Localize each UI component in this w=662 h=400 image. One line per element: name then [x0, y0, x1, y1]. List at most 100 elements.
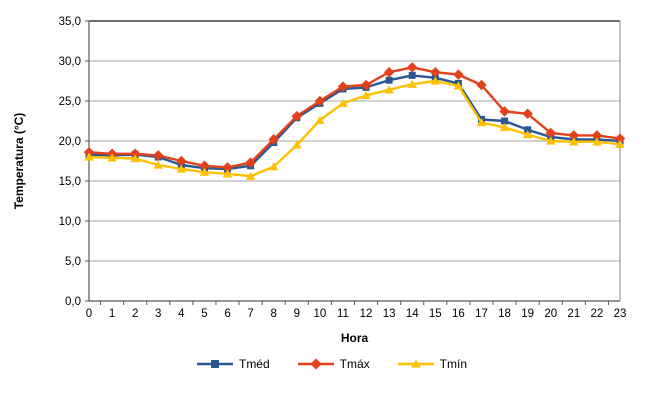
data-point-marker[interactable]	[153, 160, 164, 169]
series-line[interactable]	[88, 79, 621, 178]
data-point-marker[interactable]	[314, 95, 326, 107]
data-point-marker[interactable]	[222, 162, 233, 173]
data-point-marker[interactable]	[153, 150, 164, 161]
data-point-marker[interactable]	[245, 157, 256, 168]
legend-marker-icon	[310, 358, 322, 370]
y-tick-label: 35,0	[59, 16, 81, 28]
x-tick-label: 13	[383, 308, 396, 320]
y-tick-label: 5,0	[65, 256, 81, 268]
data-point-marker[interactable]	[199, 160, 210, 172]
data-point-marker[interactable]	[292, 140, 302, 149]
data-point-marker[interactable]	[176, 164, 187, 173]
x-tick-label: 5	[201, 308, 207, 320]
data-point-marker[interactable]	[545, 127, 556, 139]
x-tick-label: 23	[614, 308, 627, 320]
y-axis-title: Temperatura (°C)	[12, 112, 26, 210]
series-line[interactable]	[88, 74, 621, 171]
x-tick-label: 10	[313, 308, 326, 320]
x-tick-label: 8	[270, 308, 276, 320]
x-tick-label: 11	[337, 308, 349, 320]
data-point-marker[interactable]	[522, 108, 533, 120]
data-point-marker[interactable]	[406, 62, 418, 73]
data-point-marker[interactable]	[130, 154, 140, 163]
data-point-marker[interactable]	[453, 69, 464, 80]
data-point-marker[interactable]	[407, 79, 417, 88]
data-point-marker[interactable]	[268, 134, 279, 145]
x-tick-label: 16	[452, 308, 465, 320]
x-tick-label: 12	[360, 308, 373, 320]
tmin-line-marker-icon	[397, 359, 434, 368]
data-point-marker[interactable]	[361, 91, 371, 100]
x-tick-label: 6	[224, 308, 230, 320]
x-tick-label: 7	[247, 308, 253, 320]
series-line[interactable]	[88, 66, 621, 169]
x-tick-label: 17	[475, 308, 488, 320]
y-tick-label: 10,0	[59, 216, 81, 228]
legend-marker-icon	[210, 360, 219, 368]
x-tick-label: 20	[544, 308, 557, 320]
data-point-marker[interactable]	[222, 169, 233, 178]
legend-label-tmax: Tmáx	[339, 357, 370, 371]
data-point-marker[interactable]	[476, 79, 487, 91]
x-tick-label: 2	[132, 308, 138, 320]
data-point-marker[interactable]	[385, 76, 393, 84]
data-point-marker[interactable]	[408, 71, 416, 79]
data-point-marker[interactable]	[199, 167, 210, 176]
data-point-marker[interactable]	[501, 117, 509, 125]
data-point-marker[interactable]	[524, 126, 532, 134]
legend-entry-tmed[interactable]: Tméd	[195, 357, 270, 371]
data-point-marker[interactable]	[499, 106, 510, 117]
data-point-marker[interactable]	[337, 81, 349, 92]
data-point-marker[interactable]	[499, 123, 510, 132]
data-point-marker[interactable]	[384, 85, 394, 94]
legend-entry-tmin[interactable]: Tmín	[396, 357, 467, 371]
data-point-marker[interactable]	[615, 139, 625, 148]
data-point-marker[interactable]	[592, 137, 602, 146]
data-point-marker[interactable]	[291, 110, 303, 122]
y-tick-label: 20,0	[59, 136, 81, 148]
data-point-marker[interactable]	[107, 153, 117, 162]
x-tick-label: 3	[155, 308, 161, 320]
data-point-marker[interactable]	[614, 133, 626, 144]
data-point-marker[interactable]	[360, 79, 372, 91]
y-tick-label: 15,0	[59, 176, 81, 188]
y-tick-label: 30,0	[59, 56, 81, 68]
data-point-marker[interactable]	[315, 115, 325, 124]
data-point-marker[interactable]	[84, 152, 94, 161]
data-point-marker[interactable]	[430, 66, 441, 78]
x-tick-label: 0	[86, 308, 92, 320]
data-point-marker[interactable]	[245, 171, 256, 180]
legend-entry-tmax[interactable]: Tmáx	[296, 357, 370, 371]
x-tick-label: 21	[567, 308, 580, 320]
series-tmax	[83, 62, 626, 173]
data-point-marker[interactable]	[338, 99, 348, 108]
tmax-line-marker-icon	[297, 358, 334, 370]
tmed-line-marker-icon	[196, 360, 233, 368]
x-tick-label: 14	[406, 308, 419, 320]
data-point-marker[interactable]	[522, 130, 533, 139]
legend-label-tmed: Tméd	[238, 357, 270, 371]
legend-label-tmin: Tmín	[439, 357, 468, 371]
data-point-marker[interactable]	[430, 76, 441, 85]
x-axis-title: Hora	[340, 331, 369, 345]
x-tick-label: 9	[294, 308, 300, 320]
data-point-marker[interactable]	[545, 136, 556, 145]
series-tmin	[84, 76, 625, 180]
data-point-marker[interactable]	[383, 66, 395, 78]
y-tick-label: 0,0	[65, 296, 81, 308]
data-point-marker[interactable]	[268, 162, 279, 171]
data-point-marker[interactable]	[453, 81, 464, 90]
data-point-marker[interactable]	[129, 148, 141, 160]
data-point-marker[interactable]	[591, 130, 603, 141]
x-tick-label: 4	[178, 308, 185, 320]
data-point-marker[interactable]	[476, 118, 487, 127]
x-tick-label: 19	[521, 308, 534, 320]
data-point-marker[interactable]	[176, 155, 187, 167]
data-point-marker[interactable]	[83, 146, 95, 158]
x-tick-label: 1	[109, 308, 115, 320]
data-point-marker[interactable]	[568, 130, 580, 141]
data-point-marker[interactable]	[569, 137, 579, 146]
legend: Tméd Tmáx Tmín	[0, 357, 662, 371]
